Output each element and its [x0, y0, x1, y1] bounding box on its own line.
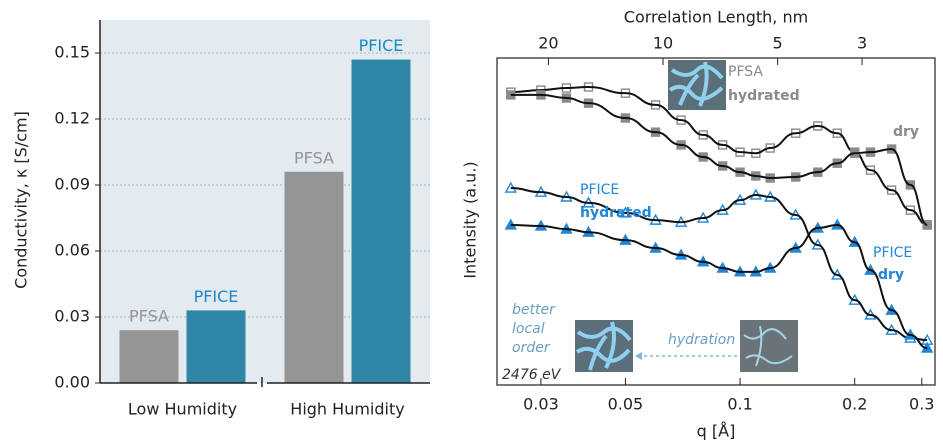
bar-label: PFSA — [129, 307, 169, 326]
y-tick-label: 0.12 — [54, 109, 90, 128]
x2-tick-label: 10 — [653, 34, 673, 53]
y-axis-label: Conductivity, κ [S/cm] — [12, 111, 31, 289]
bar — [187, 310, 246, 383]
annotation: 2476 eV — [502, 367, 562, 383]
x-axis-label: q [Å] — [697, 422, 736, 441]
x2-tick-label: 3 — [857, 34, 867, 53]
bar — [352, 60, 411, 383]
x-tick-label: 0.03 — [523, 395, 559, 414]
x2-axis-label: Correlation Length, nm — [624, 8, 808, 27]
x2-tick-label: 20 — [538, 34, 558, 53]
annotation: local — [512, 321, 545, 337]
x-tick-label: 0.1 — [727, 395, 752, 414]
annotation: hydrated — [580, 205, 652, 221]
arrow-head — [635, 352, 642, 360]
fit-line — [511, 95, 927, 225]
series — [507, 91, 931, 229]
y-tick-label: 0.15 — [54, 43, 90, 62]
x-tick-label: 0.2 — [842, 395, 867, 414]
bar-label: PFICE — [194, 287, 239, 306]
fit-line — [511, 225, 927, 348]
annotation: PFSA — [728, 64, 763, 80]
bar-label: PFSA — [294, 148, 334, 167]
annotation: PFICE — [580, 182, 619, 198]
bar-label: PFICE — [359, 36, 404, 55]
x-tick-label: Low Humidity — [128, 400, 237, 419]
annotation: hydrated — [728, 88, 800, 104]
figure: Conductivity, κ [S/cm] Intensity (a.u.) … — [0, 0, 943, 445]
annotation: order — [512, 340, 551, 356]
y-tick-label: 0.06 — [54, 241, 90, 260]
annotation: PFICE — [873, 245, 912, 261]
bar — [285, 172, 344, 383]
y-tick-label: 0.00 — [54, 373, 90, 392]
micrograph — [668, 60, 726, 110]
y-axis-label: Intensity (a.u.) — [461, 161, 480, 278]
annotation: dry — [893, 124, 919, 140]
x-tick-label: 0.3 — [909, 395, 934, 414]
annotation: dry — [878, 267, 904, 283]
micrograph — [575, 320, 633, 372]
micrograph — [740, 320, 798, 372]
bar — [120, 330, 179, 383]
y-tick-label: 0.03 — [54, 307, 90, 326]
y-tick-label: 0.09 — [54, 175, 90, 194]
x-tick-label: High Humidity — [290, 400, 404, 419]
series — [506, 183, 932, 344]
x-tick-label: 0.05 — [608, 395, 644, 414]
annotation: hydration — [668, 332, 735, 348]
x2-tick-label: 5 — [773, 34, 783, 53]
annotation: better — [512, 302, 556, 318]
